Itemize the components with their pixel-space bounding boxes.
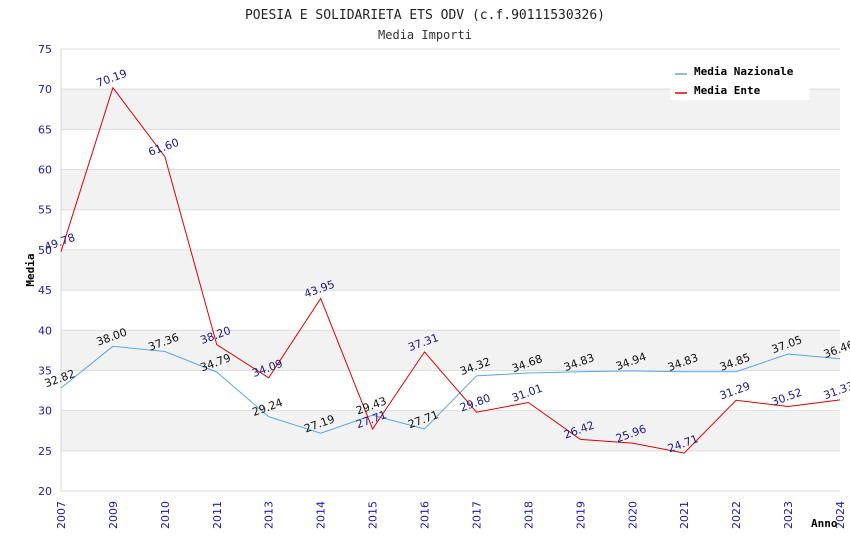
x-tick-label: 2016	[419, 501, 432, 529]
grid-lines	[61, 48, 840, 492]
y-tick-label: 30	[38, 405, 52, 418]
x-tick-label: 2020	[626, 501, 639, 529]
series-line-media-nazionale	[60, 345, 841, 434]
x-tick-label: 2021	[678, 501, 691, 529]
y-tick-labels: 20 25 30 35 40 45 50 55 60 65 70 75	[38, 43, 52, 498]
series-lines	[60, 86, 841, 454]
y-tick-label: 75	[38, 43, 52, 56]
x-tick-label: 2023	[782, 501, 795, 529]
plot-background	[61, 49, 840, 491]
legend-box	[670, 58, 810, 100]
plot-band	[61, 410, 840, 451]
x-tick-label: 2010	[159, 501, 172, 529]
x-tick-label: 2007	[55, 501, 68, 529]
x-tick-labels: 2007 2009 2010 2011 2013 2014 2015 2016 2017 2018…	[55, 501, 847, 529]
y-tick-label: 70	[38, 83, 52, 96]
x-tick-label: 2009	[107, 501, 120, 529]
y-tick-label: 50	[38, 244, 52, 257]
legend: Media Nazionale Media Ente	[670, 58, 810, 100]
x-tick-label: 2014	[315, 501, 328, 529]
y-tick-label: 25	[38, 445, 52, 458]
x-tick-label: 2019	[574, 501, 587, 529]
y-tick-label: 55	[38, 204, 52, 217]
y-axis-label: Media	[24, 253, 37, 286]
x-tick-label: 2018	[522, 501, 535, 529]
x-tick-label: 2017	[470, 501, 483, 529]
x-tick-label: 2022	[730, 501, 743, 529]
chart-subtitle: Media Importi	[378, 28, 472, 42]
x-tick-label: 2011	[211, 501, 224, 529]
plot-band	[61, 370, 840, 411]
y-tick-label: 35	[38, 364, 52, 377]
plot-band	[61, 209, 840, 250]
y-tick-label: 20	[38, 485, 52, 498]
chart-title: POESIA E SOLIDARIETA ETS ODV (c.f.901115…	[245, 8, 605, 23]
legend-label-nazionale: Media Nazionale	[694, 65, 794, 78]
y-tick-label: 65	[38, 123, 52, 136]
axes	[60, 49, 840, 492]
plot-band	[61, 249, 840, 291]
series-line-media-ente	[60, 86, 841, 454]
x-tick-label: 2015	[367, 501, 380, 529]
plot-band	[61, 129, 840, 170]
plot-band	[61, 290, 840, 331]
y-tick-label: 40	[38, 324, 52, 337]
legend-label-ente: Media Ente	[694, 84, 761, 97]
y-tick-label: 60	[38, 164, 52, 177]
y-tick-label: 45	[38, 284, 52, 297]
x-tick-label: 2024	[834, 501, 847, 529]
plot-band	[61, 450, 840, 491]
x-tick-label: 2013	[263, 501, 276, 529]
x-axis-label: Anno	[811, 517, 838, 530]
plot-band	[61, 169, 840, 210]
plot-band	[61, 330, 840, 371]
